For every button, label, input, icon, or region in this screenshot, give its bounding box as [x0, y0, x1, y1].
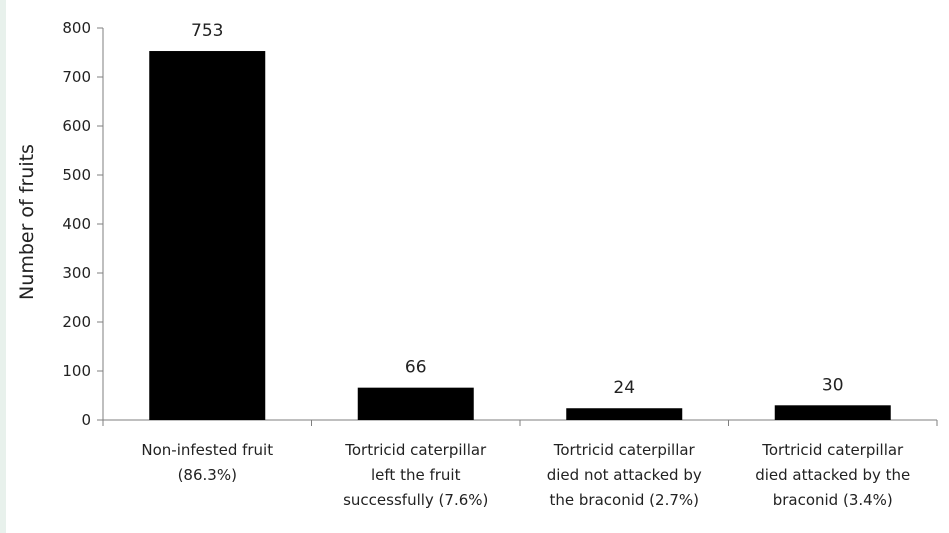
- bar: [357, 387, 474, 420]
- y-tick-label: 100: [62, 362, 91, 380]
- x-category-label: Tortricid caterpillar died not attacked b…: [547, 441, 702, 509]
- data-label: 30: [822, 375, 844, 395]
- labels: 753 Non-infested fruit (86.3%) 66 Tortricid …: [141, 21, 910, 509]
- y-tick-label: 500: [62, 166, 91, 184]
- x-category-label-line: died attacked by the: [755, 466, 910, 484]
- y-tick-label: 0: [81, 411, 91, 429]
- x-category-label-line: (86.3%): [178, 466, 237, 484]
- bar: [566, 408, 683, 420]
- bars: [149, 51, 891, 420]
- x-category-label-line: Non-infested fruit: [141, 441, 273, 459]
- bar: [149, 51, 266, 420]
- data-label: 24: [613, 378, 635, 398]
- x-category-label: Non-infested fruit (86.3%): [141, 441, 273, 484]
- y-tick-label: 300: [62, 264, 91, 282]
- y-axis-title: Number of fruits: [16, 144, 38, 300]
- bar: [774, 405, 891, 420]
- y-tick-label: 700: [62, 68, 91, 86]
- left-border-strip: [0, 0, 6, 533]
- y-tick-label: 800: [62, 19, 91, 37]
- x-category-label-line: died not attacked by: [547, 466, 702, 484]
- x-category-label-line: left the fruit: [371, 466, 461, 484]
- y-tick-label: 200: [62, 313, 91, 331]
- x-category-label: Tortricid caterpillar died attacked by th…: [755, 441, 910, 509]
- x-category-label-line: the braconid (2.7%): [550, 491, 699, 509]
- x-category-label-line: Tortricid caterpillar: [761, 441, 904, 459]
- x-category-label-line: braconid (3.4%): [773, 491, 893, 509]
- x-category-label-line: Tortricid caterpillar: [344, 441, 487, 459]
- data-label: 753: [191, 21, 223, 41]
- x-category-label-line: Tortricid caterpillar: [553, 441, 696, 459]
- x-category-label-line: successfully (7.6%): [343, 491, 488, 509]
- y-tick-label: 400: [62, 215, 91, 233]
- x-category-label: Tortricid caterpillar left the fruit succe…: [343, 441, 488, 509]
- data-label: 66: [405, 358, 427, 378]
- y-tick-label: 600: [62, 117, 91, 135]
